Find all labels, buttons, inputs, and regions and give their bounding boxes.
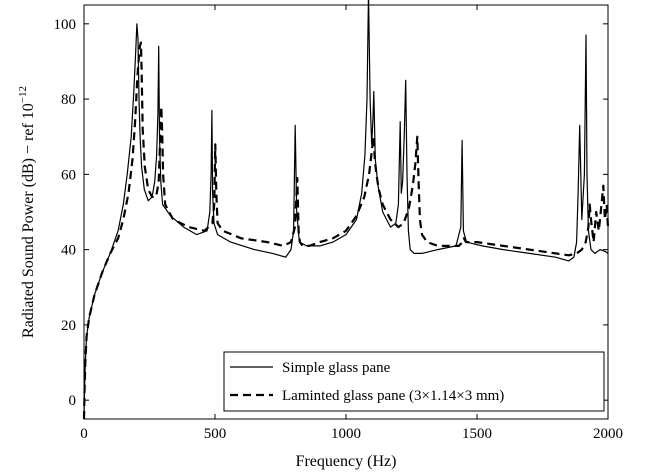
- y-axis-label: Radiated Sound Power (dB) − ref 10−12: [17, 86, 37, 338]
- y-tick-label: 0: [69, 393, 77, 409]
- y-tick-label: 40: [61, 243, 76, 259]
- y-tick-label: 80: [61, 92, 76, 108]
- legend-label-simple: Simple glass pane: [282, 360, 391, 376]
- legend-label-laminated: Laminted glass pane (3×1.14×3 mm): [282, 388, 504, 404]
- y-tick-label: 20: [61, 318, 76, 334]
- x-tick-label: 1000: [331, 426, 361, 442]
- series-line-simple-glass: [83, 0, 609, 420]
- tick-labels: 0 500 1000 1500 2000 0 20 40 60 80 100: [54, 17, 624, 442]
- y-axis-label-exponent: −12: [17, 86, 29, 103]
- axis-ticks: [83, 5, 609, 419]
- plot-area-frame: [83, 4, 609, 420]
- x-tick-label: 2000: [593, 426, 623, 442]
- x-tick-label: 1500: [462, 426, 492, 442]
- legend-box: [223, 351, 605, 412]
- legend: Simple glass pane Laminted glass pane (3…: [223, 351, 605, 412]
- x-axis-label: Frequency (Hz): [296, 453, 397, 470]
- series-line-laminated-glass: [82, 41, 610, 420]
- y-axis-label-main: Radiated Sound Power (dB) − ref 10: [20, 103, 37, 338]
- y-tick-label: 100: [54, 17, 77, 33]
- y-tick-label: 60: [61, 167, 76, 183]
- x-tick-label: 0: [80, 426, 88, 442]
- x-tick-label: 500: [204, 426, 227, 442]
- plot-lines: [82, 0, 610, 420]
